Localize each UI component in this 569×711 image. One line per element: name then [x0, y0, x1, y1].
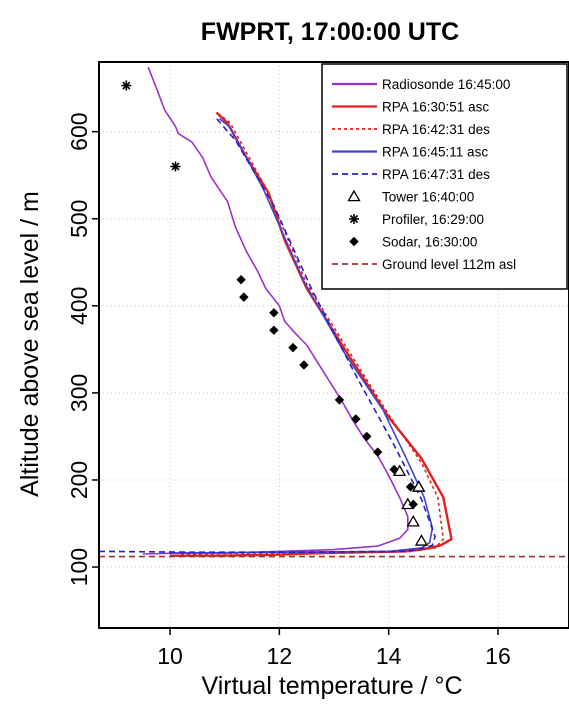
y-tick-label: 500 — [66, 200, 92, 238]
series-sodar-16-30-00-point — [288, 342, 298, 353]
series-tower-16-40-00-point — [414, 534, 429, 546]
legend-rpa-16-30-51-asc-label: RPA 16:30:51 asc — [382, 100, 489, 115]
axis-ticks: 10 12 14 16 100 200 300 400 500 600 — [66, 112, 511, 669]
legend-sodar-16-30-00-symbol — [349, 236, 359, 247]
y-tick-label: 100 — [66, 548, 92, 586]
series-rpa-16-47-31-des-line — [98, 118, 436, 554]
series-profiler-16-29-00-point — [170, 161, 181, 172]
legend-profiler-16-29-00-label: Profiler, 16:29:00 — [382, 212, 484, 227]
legend-ground-level-112m-asl-label: Ground level 112m asl — [382, 257, 516, 272]
y-tick-label: 400 — [66, 287, 92, 325]
series-sodar-16-30-00-point — [299, 360, 309, 370]
legend: Radiosonde 16:45:00 RPA 16:30:51 asc RPA 1… — [321, 63, 568, 290]
series-sodar-16-30-00-point — [236, 274, 246, 285]
x-axis-label: Virtual temperature / °C — [201, 672, 462, 700]
series-tower-16-40-00-point — [406, 514, 420, 527]
legend-box — [321, 63, 568, 290]
series-sodar-16-30-00-point — [362, 431, 372, 442]
legend-ground-level-112m-asl: Ground level 112m asl — [332, 257, 516, 272]
series-tower-16-40-00-point — [412, 480, 426, 492]
series-sodar-16-30-00-point — [408, 499, 418, 510]
series-sodar-16-30-00-point — [334, 395, 345, 405]
x-tick-label: 12 — [267, 643, 293, 669]
legend-rpa-16-45-11-asc: RPA 16:45:11 asc — [332, 145, 488, 160]
legend-profiler-16-29-00: Profiler, 16:29:00 — [349, 212, 484, 227]
series-profiler-16-29-00-point — [121, 80, 132, 91]
series-sodar-16-30-00-point — [373, 447, 383, 457]
legend-tower-16-40-00: Tower 16:40:00 — [347, 189, 474, 205]
series-sodar-16-30-00-point — [405, 482, 416, 492]
legend-sodar-16-30-00: Sodar, 16:30:00 — [349, 235, 477, 250]
x-tick-label: 16 — [485, 643, 511, 669]
x-tick-label: 14 — [376, 643, 402, 669]
legend-rpa-16-42-31-des-label: RPA 16:42:31 des — [382, 122, 490, 137]
x-tick-label: 10 — [157, 643, 183, 669]
legend-profiler-16-29-00-symbol — [349, 214, 359, 224]
legend-tower-16-40-00-symbol — [347, 189, 361, 202]
series-profiler-16-29-00 — [121, 80, 181, 172]
series-radiosonde-16-45-00-line — [142, 66, 409, 555]
plot-area — [98, 66, 569, 558]
legend-rpa-16-47-31-des: RPA 16:47:31 des — [332, 167, 490, 182]
chart-title: FWPRT, 17:00:00 UTC — [201, 18, 459, 46]
legend-rpa-16-30-51-asc: RPA 16:30:51 asc — [332, 100, 489, 115]
y-tick-label: 600 — [66, 112, 92, 150]
series-sodar-16-30-00-point — [389, 464, 399, 475]
legend-radiosonde-16-45-00: Radiosonde 16:45:00 — [332, 77, 510, 92]
series-sodar-16-30-00-point — [269, 308, 279, 318]
legend-radiosonde-16-45-00-label: Radiosonde 16:45:00 — [382, 77, 510, 92]
legend-rpa-16-45-11-asc-label: RPA 16:45:11 asc — [382, 145, 488, 160]
series-sodar-16-30-00-point — [269, 325, 279, 335]
series-sodar-16-30-00 — [236, 274, 418, 510]
y-tick-label: 200 — [66, 461, 92, 499]
plot-frame — [98, 61, 569, 629]
y-axis-label: Altitude above sea level / m — [16, 191, 44, 497]
legend-sodar-16-30-00-label: Sodar, 16:30:00 — [382, 235, 477, 250]
legend-rpa-16-47-31-des-label: RPA 16:47:31 des — [382, 167, 490, 182]
legend-rpa-16-42-31-des: RPA 16:42:31 des — [332, 122, 490, 137]
legend-tower-16-40-00-label: Tower 16:40:00 — [382, 190, 474, 205]
series-sodar-16-30-00-point — [351, 414, 361, 424]
series-sodar-16-30-00-point — [239, 292, 249, 302]
y-tick-label: 300 — [66, 374, 92, 412]
